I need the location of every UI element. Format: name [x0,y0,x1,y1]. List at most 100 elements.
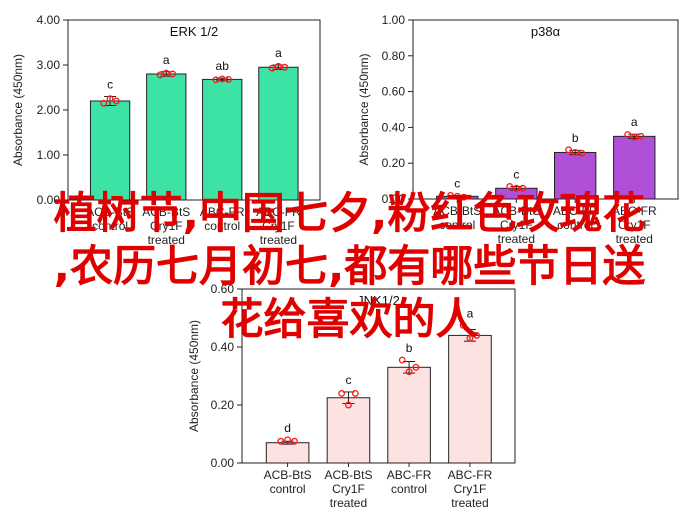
y-axis-label: Absorbance (450nm) [11,54,25,166]
data-point [512,184,520,192]
x-tick-label-line: treated [498,232,535,246]
y-tick-label: 0.20 [211,398,235,412]
data-point [578,149,586,157]
data-point [212,76,220,84]
y-axis-label: Absorbance (450nm) [187,320,201,432]
y-axis-label: Absorbance (450nm) [357,53,371,165]
data-point [637,132,645,140]
bar [146,73,187,201]
x-tick-label-line: ABC-FR [448,468,493,482]
data-point [284,436,292,444]
x-tick-label-line: treated [260,233,297,247]
x-tick-label-line: ACB-BtS [264,468,312,482]
bar [258,66,299,201]
x-tick-label: ACB-BtS control [433,204,481,232]
chart-panel-2: p38α 0.00 0.20 0.40 0.60 0.80 1.00 Absorbance (… [357,13,679,246]
x-tick-label: ABC-FR Cry1F treated [448,468,493,510]
significance-letter: c [345,373,351,387]
data-point [218,75,226,83]
x-tick-label-line: control [557,218,593,232]
x-tick-label-line: control [439,218,475,232]
data-point [351,389,359,397]
significance-letter: a [163,53,170,67]
x-tick-label-line: ACB-BtS [492,204,540,218]
bar [613,135,656,200]
x-tick-label-line: ABC-FR [200,205,245,219]
data-point [277,437,285,445]
bar [387,366,431,464]
x-tick-label-line: ABC-FR [553,204,598,218]
x-tick-label-line: control [391,482,427,496]
data-point [459,321,467,329]
x-tick-label-line: Cry1F [500,218,533,232]
x-tick-label: ACB-BtS Cry1F treated [142,205,190,247]
x-tick-label: ABC-FR control [553,204,598,232]
data-point [112,97,120,105]
y-tick-label: 1.00 [37,148,61,162]
data-point [268,64,276,72]
data-point [274,62,282,70]
x-tick-label: ABC-FR Cry1F treated [612,204,657,246]
y-tick-label: 3.00 [37,58,61,72]
x-tick-label-line: ACB-BtS [142,205,190,219]
data-point [169,70,177,78]
x-tick-label: ACB-BtS Cry1F treated [492,204,540,246]
significance-letter: b [406,341,413,355]
y-tick-label: 0.00 [37,193,61,207]
x-tick-label-line: control [92,219,128,233]
chart-title: p38α [531,24,561,39]
bar [448,334,492,464]
data-point [473,331,481,339]
y-tick-label: 0.60 [382,85,406,99]
data-point [281,63,289,71]
x-tick-label-line: control [270,482,306,496]
plot-frame [241,288,516,464]
bar [326,397,371,464]
data-point [630,133,638,141]
plot-frame [412,19,679,200]
y-tick-label: 4.00 [37,13,61,27]
x-tick-label-line: Cry1F [618,218,651,232]
chart-title: JNK1/2 [357,293,400,308]
data-point [290,437,298,445]
data-point [106,95,114,103]
x-tick-label-line: treated [148,233,185,247]
data-point [162,69,170,77]
data-point [225,75,232,83]
chart-panel-3: JNK1/2 0.00 0.20 0.40 0.60 Absorbance (450nm)… [187,282,516,510]
data-point [565,146,573,154]
x-tick-label-line: ACB-BtS [433,204,481,218]
y-tick-label: 0.20 [382,156,406,170]
y-tick-label: 1.00 [382,13,406,27]
x-tick-label-line: treated [616,232,653,246]
bar [89,100,131,201]
data-point [506,183,514,190]
x-tick-label-line: Cry1F [332,482,365,496]
x-tick-label-line: ABC-FR [612,204,657,218]
significance-letter: c [454,176,460,190]
x-tick-label-line: treated [330,496,367,510]
significance-letter: a [631,115,638,129]
x-tick-label: ACB-BtS control [86,205,134,233]
data-point [412,363,420,371]
bar [265,442,310,464]
data-point [345,401,352,409]
x-tick-label-line: Cry1F [150,219,183,233]
data-point [447,191,455,199]
data-point [100,99,108,107]
data-point [571,149,579,156]
x-tick-label-line: Cry1F [454,482,487,496]
data-point [156,71,164,79]
significance-letter: b [572,131,579,145]
data-point [624,131,632,139]
significance-letter: a [275,46,282,60]
y-tick-label: 0.40 [382,120,406,134]
x-tick-label: ABC-FR control [387,468,432,496]
significance-letter: ab [216,59,230,73]
significance-letter: c [513,167,519,181]
y-tick-label: 0.80 [382,49,406,63]
data-point [405,368,413,376]
x-tick-label: ACB-BtS Cry1F treated [324,468,372,510]
y-tick-label: 0.60 [211,282,235,296]
